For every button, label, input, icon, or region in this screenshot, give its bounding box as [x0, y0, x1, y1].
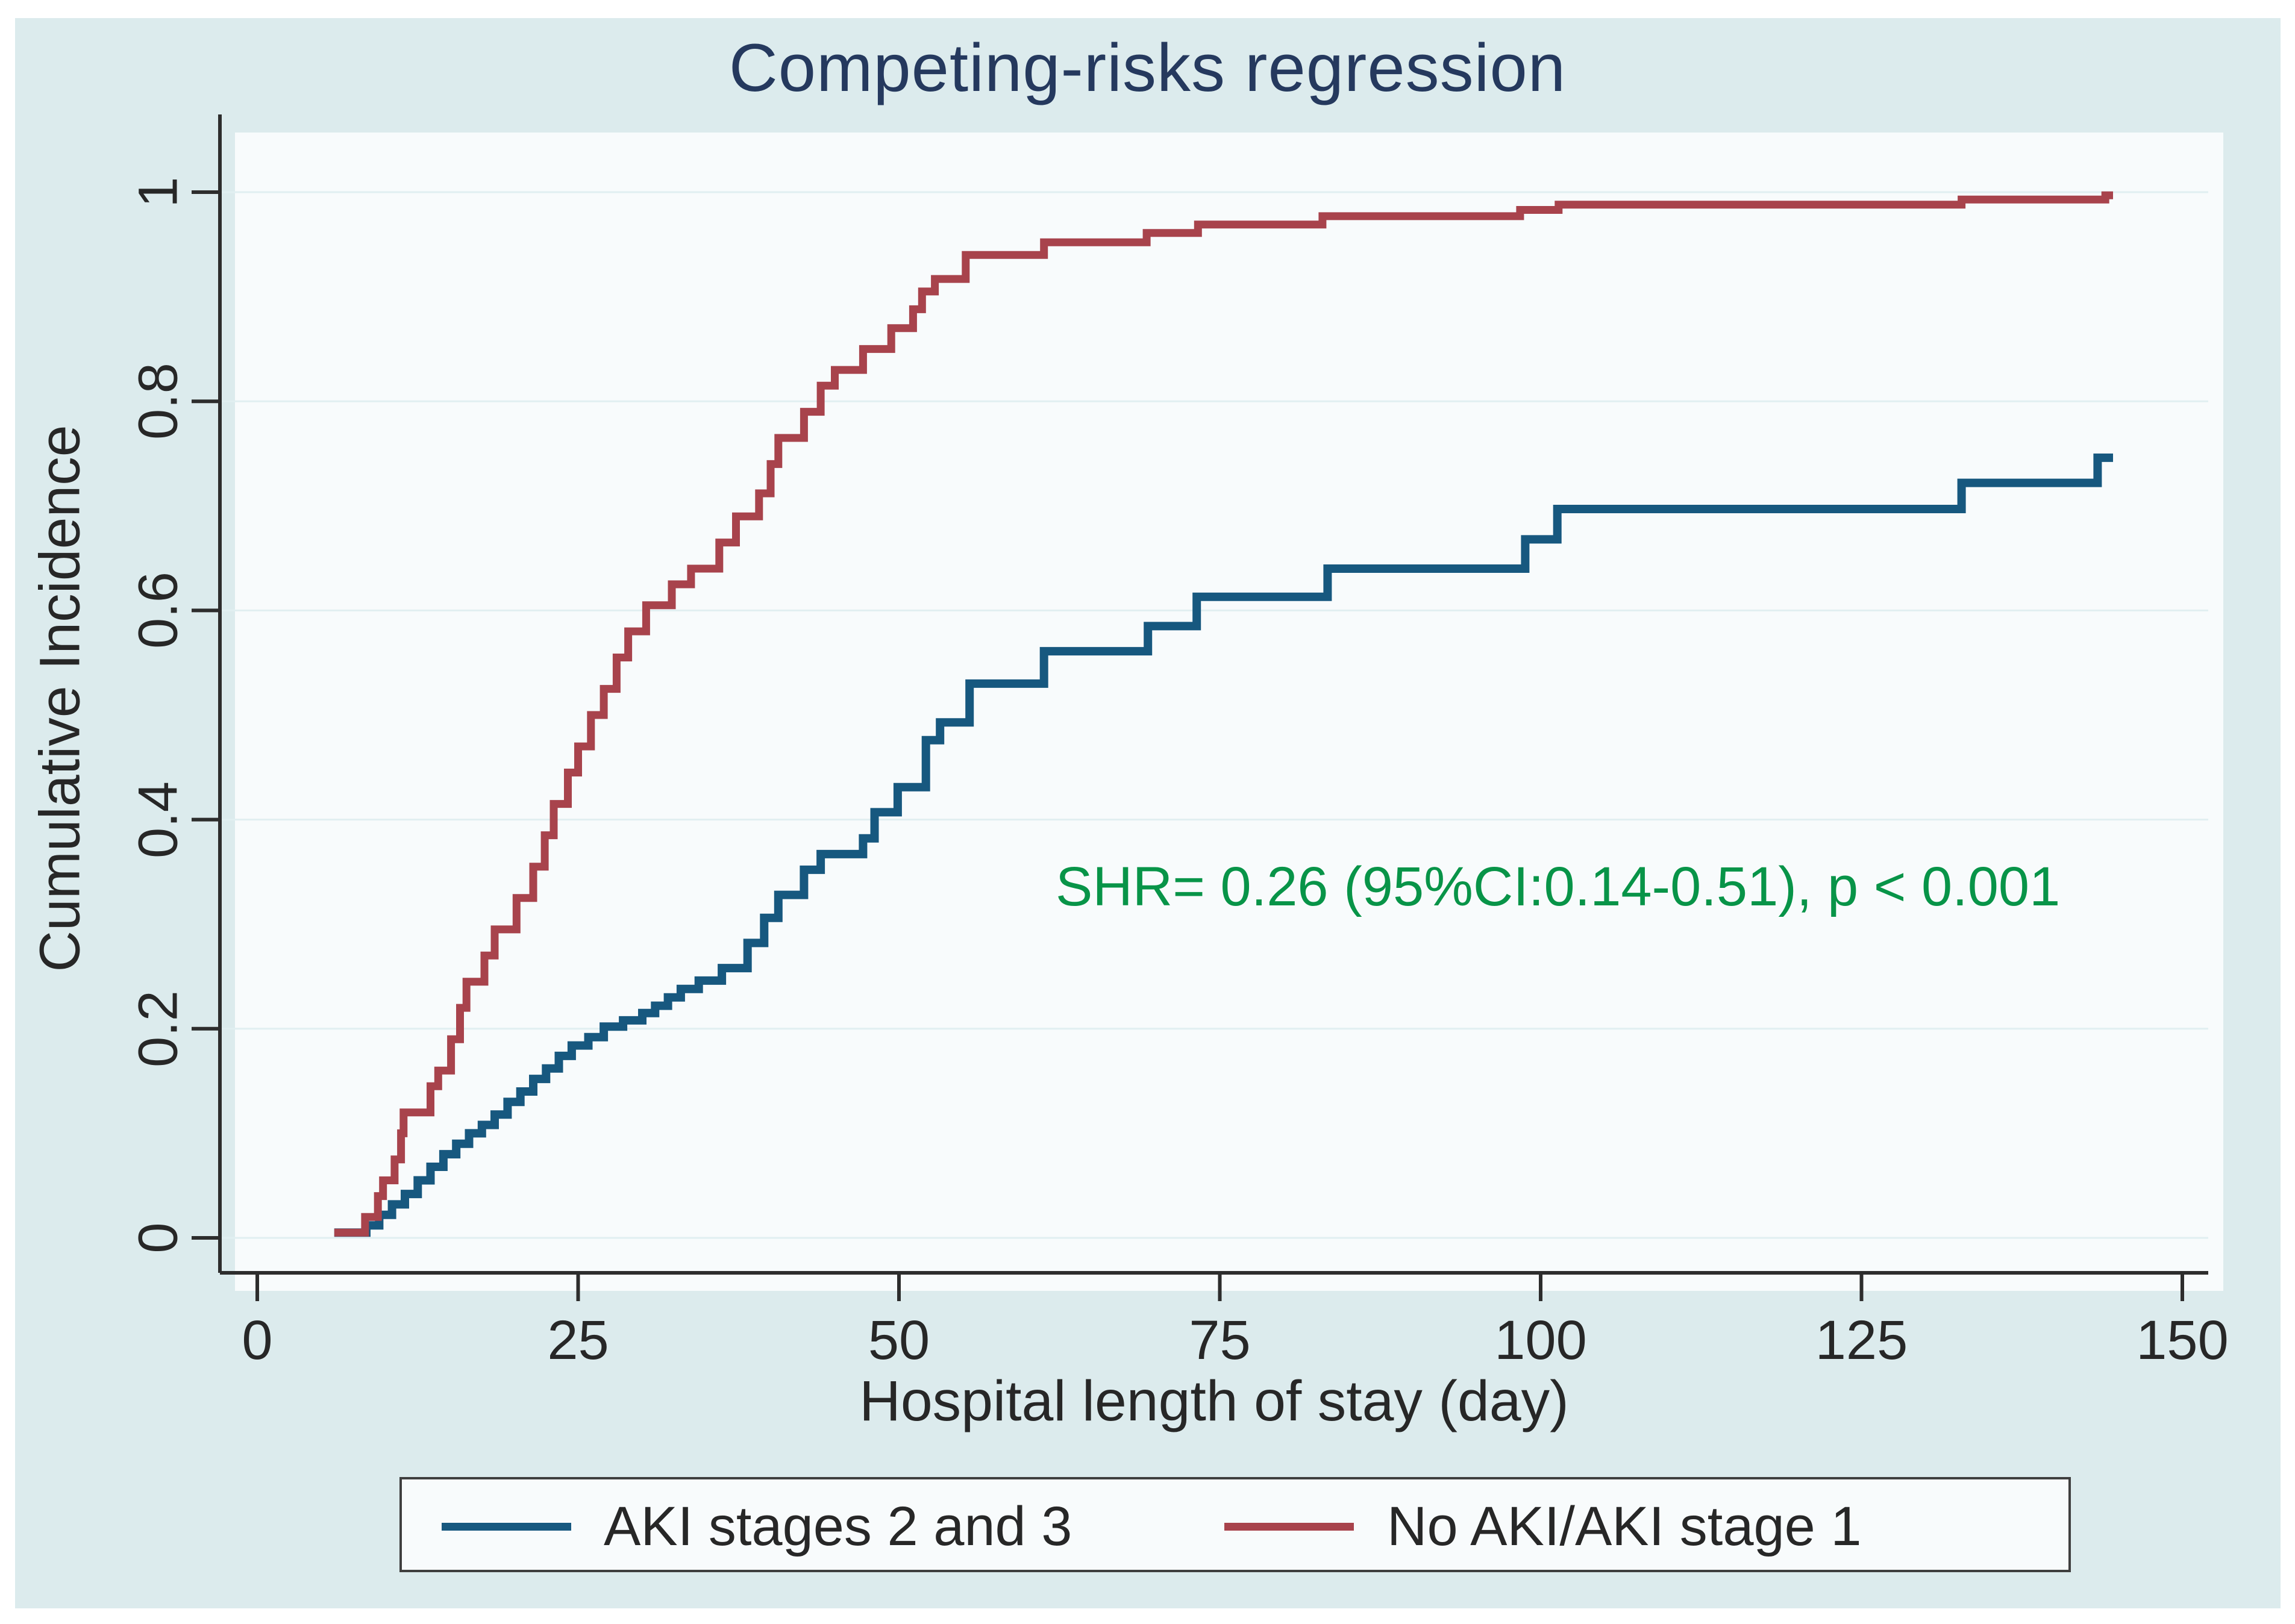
curve-aki-stages-2-and-3	[334, 453, 2113, 1237]
x-tick-label-25: 25	[547, 1310, 609, 1371]
y-tick-label-0.8: 0.8	[127, 363, 189, 440]
chart-title: Competing-risks regression	[728, 30, 1567, 105]
shr-annotation: SHR= 0.26 (95%CI:0.14-0.51), p < 0.001	[1056, 856, 2061, 917]
x-tick-label-0: 0	[242, 1310, 273, 1371]
x-axis-title: Hospital length of stay (day)	[859, 1369, 1569, 1433]
legend-label-aki-stages-2-3: AKI stages 2 and 3	[604, 1496, 1072, 1557]
x-tick-label-150: 150	[2136, 1310, 2229, 1371]
x-tick-label-50: 50	[868, 1310, 930, 1371]
legend-line-aki-stages-2-3	[442, 1523, 571, 1531]
y-tick-label-0.4: 0.4	[127, 781, 189, 858]
legend-label-no-aki-stage-1: No AKI/AKI stage 1	[1387, 1496, 1862, 1557]
y-axis-title: Cumulative Incidence	[28, 425, 92, 972]
plot-area	[235, 133, 2223, 1291]
x-tick-label-100: 100	[1494, 1310, 1587, 1371]
figure-canvas	[15, 18, 2281, 1608]
y-tick-label-0.2: 0.2	[127, 990, 189, 1067]
x-tick-label-125: 125	[1815, 1310, 1908, 1371]
y-tick-label-0.6: 0.6	[127, 572, 189, 649]
curve-no-aki-aki-stage-1	[334, 191, 2113, 1237]
legend: AKI stages 2 and 3 No AKI/AKI stage 1	[399, 1477, 2071, 1572]
legend-line-no-aki-stage-1	[1224, 1523, 1354, 1531]
x-tick-label-75: 75	[1189, 1310, 1251, 1371]
y-tick-label-0: 0	[127, 1222, 189, 1254]
y-tick-label-1: 1	[127, 176, 189, 208]
